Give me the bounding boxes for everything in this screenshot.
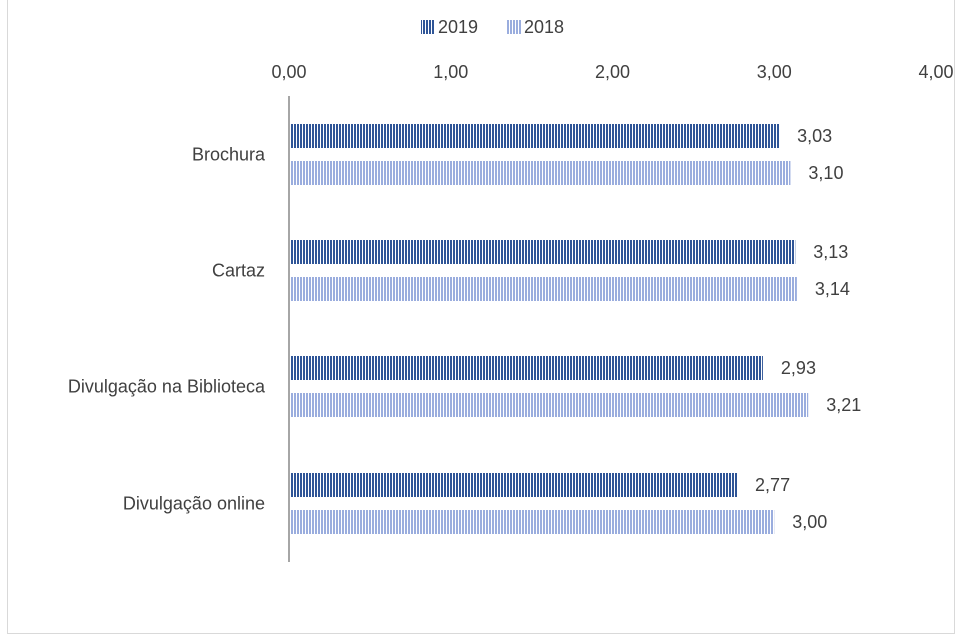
legend-swatch-2018 xyxy=(507,20,521,34)
legend-swatch-2019 xyxy=(421,20,435,34)
category-label: Brochura xyxy=(192,145,266,165)
category-label: Cartaz xyxy=(212,261,265,281)
category-label: Divulgação online xyxy=(123,494,265,514)
legend-label: 2018 xyxy=(524,17,564,37)
x-tick-label: 2,00 xyxy=(595,62,630,82)
bar-2019-0 xyxy=(290,124,780,148)
data-label: 3,14 xyxy=(815,279,850,299)
bar-2019-1 xyxy=(290,240,796,264)
bar-2018-2 xyxy=(290,393,809,417)
x-tick-label: 4,00 xyxy=(918,62,953,82)
data-label: 2,77 xyxy=(755,475,790,495)
bar-2018-0 xyxy=(290,161,791,185)
x-tick-label: 3,00 xyxy=(757,62,792,82)
data-label: 3,03 xyxy=(797,126,832,146)
bar-2019-3 xyxy=(290,473,738,497)
bar-2018-3 xyxy=(290,510,775,534)
x-axis: 0,00 1,00 2,00 3,00 4,00 xyxy=(271,62,953,82)
legend-label: 2019 xyxy=(438,17,478,37)
legend: 2019 2018 xyxy=(421,17,564,37)
bars: 3,03 3,13 2,93 2,77 3,10 3,14 3,21 3,00 xyxy=(290,124,861,534)
bar-2018-1 xyxy=(290,277,797,301)
data-label: 3,21 xyxy=(826,395,861,415)
x-tick-label: 1,00 xyxy=(433,62,468,82)
x-tick-label: 0,00 xyxy=(271,62,306,82)
data-label: 2,93 xyxy=(781,358,816,378)
data-label: 3,00 xyxy=(792,512,827,532)
y-axis: Brochura Cartaz Divulgação na Biblioteca Di… xyxy=(68,96,290,562)
bar-2019-2 xyxy=(290,356,763,380)
category-label: Divulgação na Biblioteca xyxy=(68,377,266,397)
data-label: 3,13 xyxy=(813,242,848,262)
data-label: 3,10 xyxy=(808,163,843,183)
